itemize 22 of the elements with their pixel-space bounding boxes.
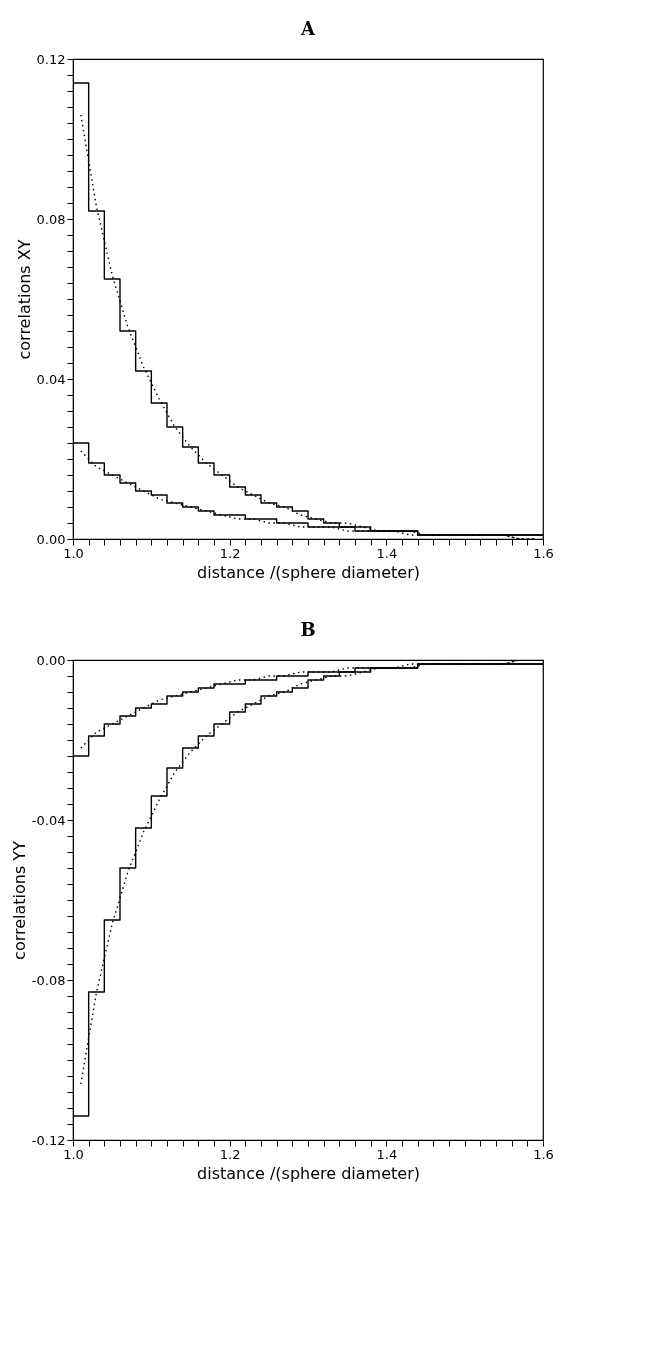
x-tick-label: 1.0 <box>63 545 84 561</box>
y-axis-title: correlations XY <box>14 239 34 360</box>
y-tick-label: 0.00 <box>36 652 66 668</box>
y-tick-label: 0.08 <box>36 211 66 227</box>
chart-title: A <box>300 18 317 39</box>
y-axis-title: correlations YY <box>9 840 29 960</box>
x-tick-label: 1.4 <box>376 1146 398 1162</box>
x-tick-label: 1.0 <box>63 1146 84 1162</box>
y-tick-label: 0.12 <box>36 51 66 67</box>
x-tick-label: 1.6 <box>533 545 554 561</box>
x-tick-label: 1.2 <box>219 545 241 561</box>
y-tick-label: 0.00 <box>36 531 66 547</box>
x-axis-title: distance /(sphere diameter) <box>197 562 420 582</box>
y-tick-label: -0.08 <box>31 972 66 988</box>
x-tick-label: 1.2 <box>219 1146 241 1162</box>
y-tick-label: 0.04 <box>36 371 66 387</box>
x-tick-label: 1.6 <box>533 1146 554 1162</box>
x-axis-title: distance /(sphere diameter) <box>197 1163 420 1183</box>
y-tick-label: -0.04 <box>31 812 66 828</box>
chart-title: B <box>300 619 316 640</box>
x-tick-label: 1.4 <box>376 545 398 561</box>
y-tick-label: -0.12 <box>31 1132 66 1148</box>
